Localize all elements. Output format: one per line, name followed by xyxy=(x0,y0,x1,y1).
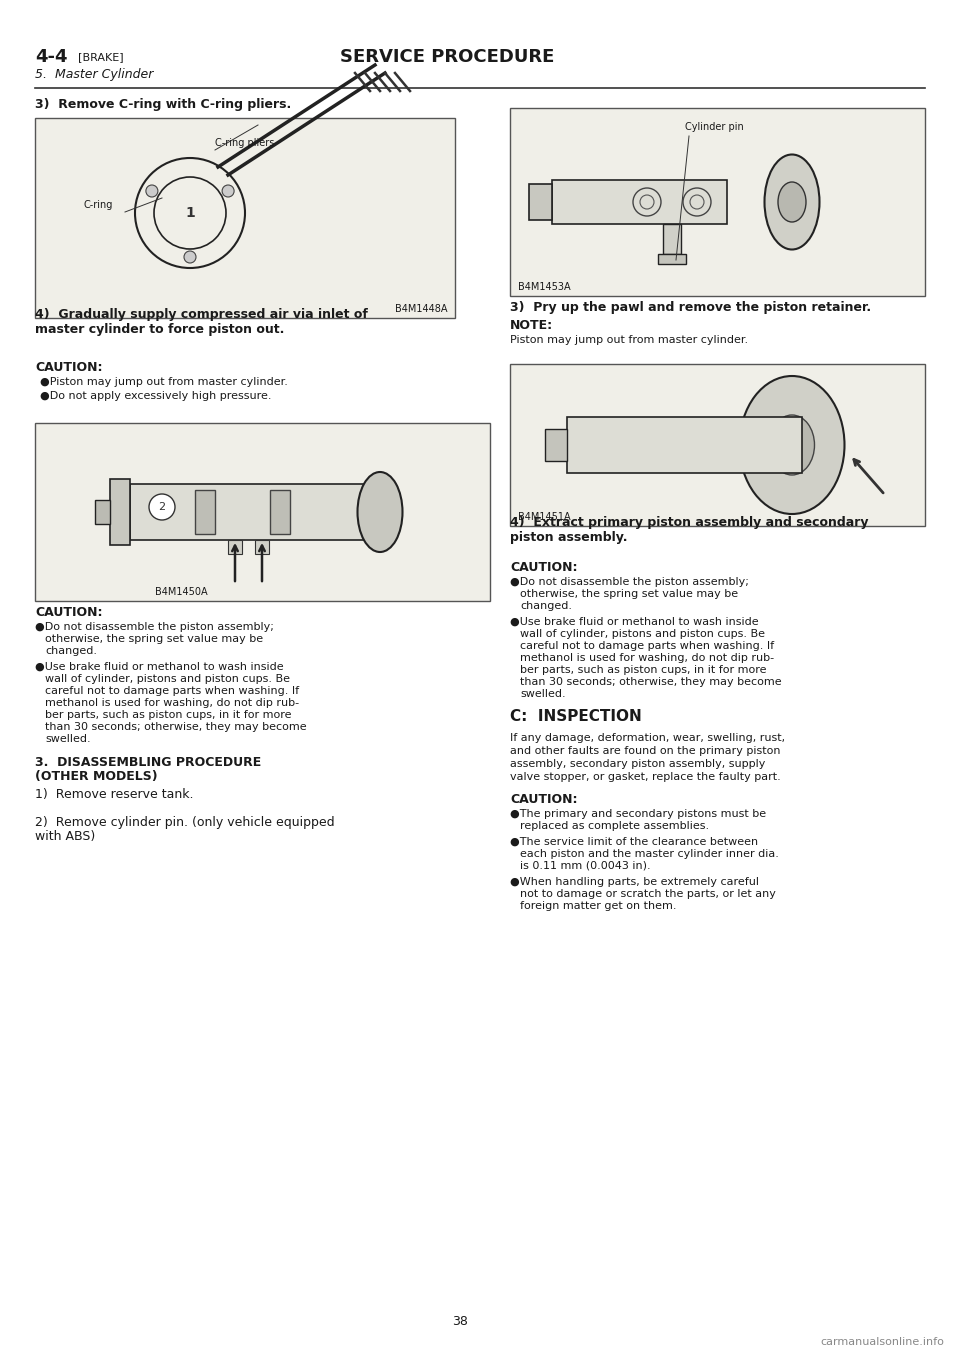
Text: ●Do not disassemble the piston assembly;: ●Do not disassemble the piston assembly; xyxy=(35,622,274,632)
Bar xyxy=(567,417,802,474)
Bar xyxy=(552,180,727,224)
Text: each piston and the master cylinder inner dia.: each piston and the master cylinder inne… xyxy=(520,849,779,859)
Text: changed.: changed. xyxy=(45,646,97,655)
Bar xyxy=(35,118,455,318)
Text: wall of cylinder, pistons and piston cups. Be: wall of cylinder, pistons and piston cup… xyxy=(520,630,765,639)
Text: 5.  Master Cylinder: 5. Master Cylinder xyxy=(35,68,154,81)
Text: wall of cylinder, pistons and piston cups. Be: wall of cylinder, pistons and piston cup… xyxy=(45,674,290,684)
Text: careful not to damage parts when washing. If: careful not to damage parts when washing… xyxy=(45,687,300,696)
Bar xyxy=(130,484,370,540)
Text: C:  INSPECTION: C: INSPECTION xyxy=(510,708,641,725)
Text: is 0.11 mm (0.0043 in).: is 0.11 mm (0.0043 in). xyxy=(520,860,651,871)
Text: SERVICE PROCEDURE: SERVICE PROCEDURE xyxy=(340,47,554,66)
Text: replaced as complete assemblies.: replaced as complete assemblies. xyxy=(520,821,709,830)
Bar xyxy=(270,490,290,535)
Text: C-ring pliers: C-ring pliers xyxy=(215,138,275,148)
Bar xyxy=(510,364,925,527)
Ellipse shape xyxy=(764,155,820,250)
Text: ●Use brake fluid or methanol to wash inside: ●Use brake fluid or methanol to wash ins… xyxy=(35,662,283,672)
Text: ●Use brake fluid or methanol to wash inside: ●Use brake fluid or methanol to wash ins… xyxy=(510,617,758,627)
Text: otherwise, the spring set value may be: otherwise, the spring set value may be xyxy=(520,589,738,598)
Bar xyxy=(545,429,567,461)
Text: If any damage, deformation, wear, swelling, rust,: If any damage, deformation, wear, swelli… xyxy=(510,733,785,744)
Ellipse shape xyxy=(739,376,845,514)
Text: ber parts, such as piston cups, in it for more: ber parts, such as piston cups, in it fo… xyxy=(520,665,766,674)
Circle shape xyxy=(149,494,175,520)
Text: 1)  Remove reserve tank.: 1) Remove reserve tank. xyxy=(35,788,194,801)
Text: ●Piston may jump out from master cylinder.: ●Piston may jump out from master cylinde… xyxy=(40,377,288,387)
Text: ●When handling parts, be extremely careful: ●When handling parts, be extremely caref… xyxy=(510,877,759,887)
Text: 1: 1 xyxy=(185,206,195,220)
Text: Piston may jump out from master cylinder.: Piston may jump out from master cylinder… xyxy=(510,335,748,345)
Circle shape xyxy=(222,185,234,197)
Text: with ABS): with ABS) xyxy=(35,830,95,843)
Text: NOTE:: NOTE: xyxy=(510,319,553,332)
Text: B4M1451A: B4M1451A xyxy=(518,512,570,522)
Text: 2: 2 xyxy=(158,502,165,512)
Text: ●Do not apply excessively high pressure.: ●Do not apply excessively high pressure. xyxy=(40,391,272,402)
Text: CAUTION:: CAUTION: xyxy=(35,361,103,375)
Text: careful not to damage parts when washing. If: careful not to damage parts when washing… xyxy=(520,641,774,651)
Text: foreign matter get on them.: foreign matter get on them. xyxy=(520,901,677,911)
Bar xyxy=(255,540,269,554)
Text: 3.  DISASSEMBLING PROCEDURE: 3. DISASSEMBLING PROCEDURE xyxy=(35,756,261,769)
Text: valve stopper, or gasket, replace the faulty part.: valve stopper, or gasket, replace the fa… xyxy=(510,772,780,782)
Text: and other faults are found on the primary piston: and other faults are found on the primar… xyxy=(510,746,780,756)
Text: swelled.: swelled. xyxy=(45,734,90,744)
Bar xyxy=(529,185,552,220)
Text: than 30 seconds; otherwise, they may become: than 30 seconds; otherwise, they may bec… xyxy=(45,722,306,731)
Ellipse shape xyxy=(357,472,402,552)
Bar xyxy=(95,499,110,524)
Bar xyxy=(228,540,242,554)
Text: 3)  Remove C-ring with C-ring pliers.: 3) Remove C-ring with C-ring pliers. xyxy=(35,98,291,111)
Text: [BRAKE]: [BRAKE] xyxy=(78,52,124,62)
Bar xyxy=(35,423,490,601)
Text: CAUTION:: CAUTION: xyxy=(510,792,578,806)
Text: 4-4: 4-4 xyxy=(35,47,67,66)
Text: ●The service limit of the clearance between: ●The service limit of the clearance betw… xyxy=(510,837,758,847)
Circle shape xyxy=(184,251,196,263)
Text: methanol is used for washing, do not dip rub-: methanol is used for washing, do not dip… xyxy=(45,697,300,708)
Ellipse shape xyxy=(770,415,814,475)
Text: 3)  Pry up the pawl and remove the piston retainer.: 3) Pry up the pawl and remove the piston… xyxy=(510,301,871,313)
Text: ●Do not disassemble the piston assembly;: ●Do not disassemble the piston assembly; xyxy=(510,577,749,588)
Bar xyxy=(663,224,681,254)
Text: (OTHER MODELS): (OTHER MODELS) xyxy=(35,769,157,783)
Circle shape xyxy=(146,185,157,197)
Bar xyxy=(195,490,215,535)
Bar xyxy=(658,254,686,265)
Text: carmanualsonline.info: carmanualsonline.info xyxy=(820,1337,944,1348)
Text: not to damage or scratch the parts, or let any: not to damage or scratch the parts, or l… xyxy=(520,889,776,898)
Bar xyxy=(110,479,130,546)
Text: CAUTION:: CAUTION: xyxy=(510,560,578,574)
Text: 4)  Gradually supply compressed air via inlet of
master cylinder to force piston: 4) Gradually supply compressed air via i… xyxy=(35,308,368,337)
Text: changed.: changed. xyxy=(520,601,572,611)
Text: 4)  Extract primary piston assembly and secondary
piston assembly.: 4) Extract primary piston assembly and s… xyxy=(510,516,869,544)
Text: 2)  Remove cylinder pin. (only vehicle equipped: 2) Remove cylinder pin. (only vehicle eq… xyxy=(35,816,335,829)
Text: B4M1448A: B4M1448A xyxy=(395,304,447,313)
Text: assembly, secondary piston assembly, supply: assembly, secondary piston assembly, sup… xyxy=(510,759,765,769)
Text: otherwise, the spring set value may be: otherwise, the spring set value may be xyxy=(45,634,263,645)
Ellipse shape xyxy=(778,182,806,223)
Text: than 30 seconds; otherwise, they may become: than 30 seconds; otherwise, they may bec… xyxy=(520,677,781,687)
Bar xyxy=(510,109,925,296)
Text: ●The primary and secondary pistons must be: ●The primary and secondary pistons must … xyxy=(510,809,766,820)
Text: ber parts, such as piston cups, in it for more: ber parts, such as piston cups, in it fo… xyxy=(45,710,292,721)
Text: swelled.: swelled. xyxy=(520,689,565,699)
Text: 38: 38 xyxy=(452,1315,468,1329)
Text: methanol is used for washing, do not dip rub-: methanol is used for washing, do not dip… xyxy=(520,653,774,664)
Text: B4M1453A: B4M1453A xyxy=(518,282,570,292)
Text: CAUTION:: CAUTION: xyxy=(35,607,103,619)
Text: B4M1450A: B4M1450A xyxy=(156,588,208,597)
Text: C-ring: C-ring xyxy=(83,199,112,210)
Text: Cylinder pin: Cylinder pin xyxy=(685,122,744,132)
